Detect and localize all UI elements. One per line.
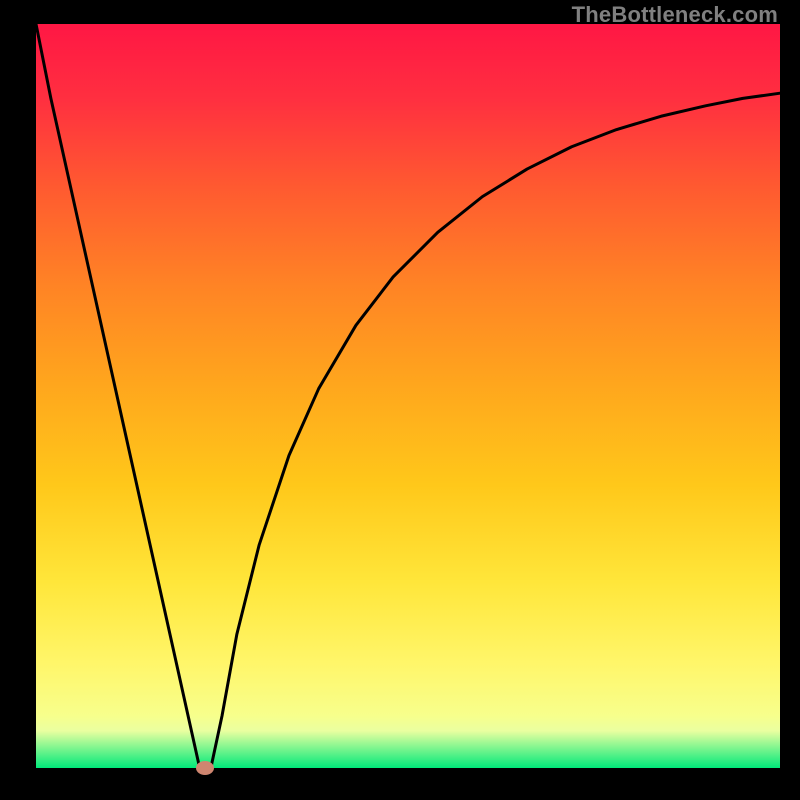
optimum-marker bbox=[196, 761, 214, 775]
watermark-text: TheBottleneck.com bbox=[572, 2, 778, 28]
curve-layer bbox=[0, 0, 800, 800]
chart-frame: TheBottleneck.com bbox=[0, 0, 800, 800]
bottleneck-curve bbox=[36, 24, 780, 768]
